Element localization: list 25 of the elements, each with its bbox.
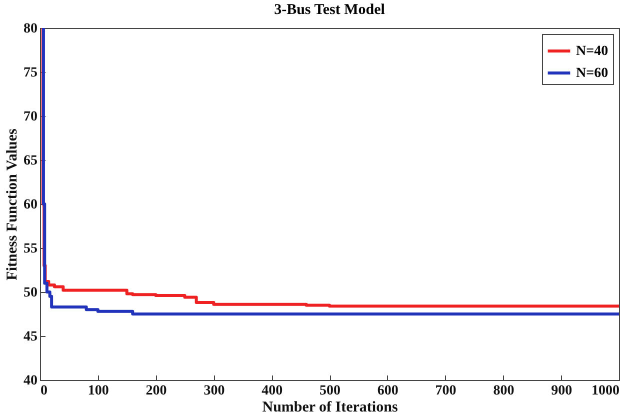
x-tick-label: 0 (40, 384, 48, 398)
x-tick-label: 200 (146, 384, 167, 398)
chart-title: 3-Bus Test Model (274, 2, 385, 18)
x-tick-label: 100 (88, 384, 109, 398)
x-tick-label: 700 (435, 384, 456, 398)
y-tick-label: 40 (24, 374, 38, 388)
y-tick-label: 80 (24, 22, 38, 36)
x-tick-label: 300 (204, 384, 225, 398)
y-tick-label: 65 (24, 154, 38, 168)
legend-label: N=40 (576, 44, 608, 59)
x-tick-label: 1000 (592, 384, 620, 398)
x-tick-label: 400 (262, 384, 283, 398)
x-axis-title: Number of Iterations (262, 400, 398, 416)
x-tick-label: 900 (551, 384, 572, 398)
y-tick-label: 55 (24, 242, 38, 256)
y-tick-label: 75 (24, 66, 38, 80)
y-tick-label: 50 (24, 286, 38, 300)
y-tick-label: 60 (24, 198, 38, 212)
legend-label: N=60 (576, 66, 608, 81)
y-tick-label: 70 (24, 110, 38, 124)
x-tick-label: 500 (320, 384, 340, 398)
x-tick-label: 600 (377, 384, 398, 398)
y-axis-title: Fitness Function Values (4, 128, 20, 280)
x-tick-label: 800 (493, 384, 514, 398)
y-tick-label: 45 (24, 330, 38, 344)
